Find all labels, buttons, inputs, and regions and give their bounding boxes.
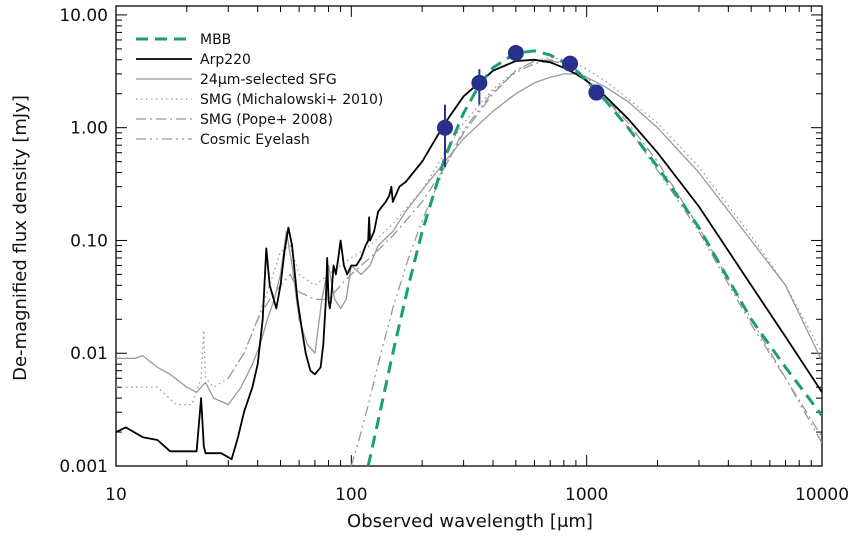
legend-label-0: MBB	[200, 32, 231, 48]
x-axis-title: Observed wavelength [μm]	[347, 511, 593, 532]
x-tick-label: 100	[335, 485, 367, 505]
legend-label-4: SMG (Pope+ 2008)	[200, 112, 333, 128]
x-tick-label: 10000	[795, 485, 849, 505]
y-tick-label: 0.10	[70, 231, 108, 251]
x-tick-label: 1000	[565, 485, 608, 505]
data-point	[507, 44, 524, 61]
series-line-0	[366, 49, 822, 466]
data-point	[436, 119, 453, 136]
series-line-5	[350, 60, 822, 466]
data-point	[588, 84, 605, 101]
y-tick-label: 10.00	[59, 6, 108, 26]
data-point	[562, 55, 579, 72]
legend-label-1: Arp220	[200, 52, 251, 68]
legend-label-3: SMG (Michalowski+ 2010)	[200, 92, 383, 108]
data-point	[471, 74, 488, 91]
y-tick-label: 0.001	[59, 457, 108, 477]
plot-frame	[115, 5, 823, 467]
legend-label-2: 24μm-selected SFG	[200, 72, 337, 88]
series-line-1	[116, 58, 822, 461]
y-tick-label: 1.00	[70, 119, 108, 139]
x-tick-label: 10	[105, 485, 127, 505]
y-axis-title: De-magnified flux density [mJy]	[10, 95, 31, 381]
y-tick-label: 0.01	[70, 344, 108, 364]
legend-label-5: Cosmic Eyelash	[200, 132, 310, 148]
